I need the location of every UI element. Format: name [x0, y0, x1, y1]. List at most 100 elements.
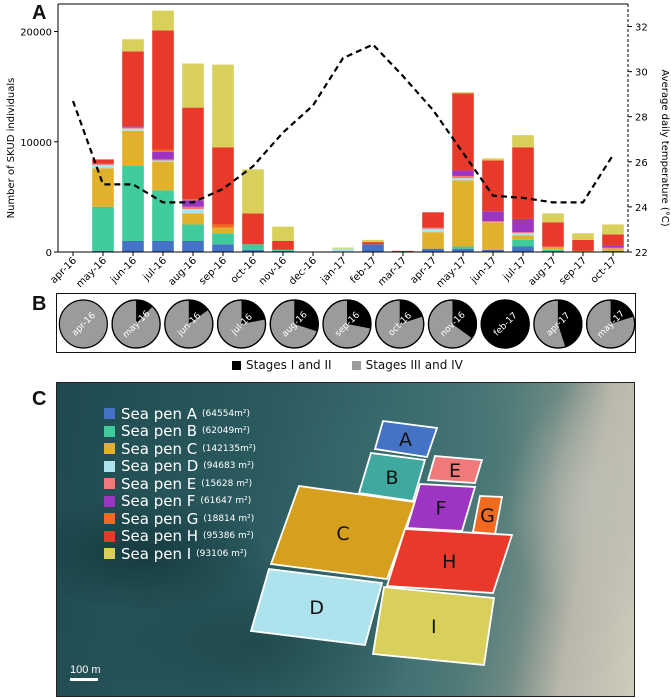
- bar-segment: [602, 247, 624, 249]
- pie-outline: [375, 299, 425, 349]
- bar-segment: [122, 130, 144, 167]
- pie-outline: [164, 299, 214, 349]
- sea-pen-label: E: [449, 460, 461, 482]
- legend-name: Sea pen I: [121, 544, 192, 563]
- sea-pen-shape: [269, 485, 417, 580]
- sea-pen-legend-item: Sea pen C (142135m²): [104, 440, 256, 458]
- bar-segment: [92, 159, 114, 164]
- sea-pen-legend-item: Sea pen H (95386 m²): [104, 527, 256, 546]
- bar-segment: [512, 218, 534, 233]
- bar-segment: [572, 233, 594, 240]
- bar-segment: [452, 92, 474, 94]
- pie-outline: [533, 299, 583, 349]
- y2-tick-label: 28: [635, 113, 648, 124]
- bar-segment: [212, 227, 234, 234]
- x-tick-label: jun-16: [108, 255, 139, 286]
- bar-segment: [242, 244, 264, 250]
- sea-pen-h: H: [385, 528, 514, 594]
- bar-segment: [512, 235, 534, 240]
- bar-segment: [452, 175, 474, 179]
- legend-name: Sea pen E: [121, 474, 197, 493]
- legend-area: (95386 m²): [203, 531, 254, 542]
- legend-label: Stages III and IV: [365, 358, 463, 372]
- sea-pen-legend: Sea pen A (64554m²) Sea pen B (62049m²) Sea …: [104, 405, 256, 563]
- bar-segment: [212, 233, 234, 245]
- pie-may-16: may-16: [111, 299, 161, 349]
- bar-segment: [422, 248, 444, 252]
- legend-swatch: [104, 530, 115, 542]
- bar-segment: [122, 39, 144, 52]
- bar-segment: [452, 246, 474, 249]
- bar-segment: [422, 228, 444, 233]
- bar-segment: [452, 170, 474, 176]
- pie-oct-16: oct-16: [375, 299, 425, 349]
- bar-segment: [332, 247, 354, 249]
- bar-segment: [242, 249, 264, 252]
- pie-slice-stage-i-ii: [188, 300, 209, 324]
- bar-segment: [542, 249, 564, 251]
- bar-segment: [602, 248, 624, 251]
- panel-label-c: C: [32, 388, 47, 410]
- sea-pen-legend-item: Sea pen D (94683 m²): [104, 457, 256, 475]
- bar-segment: [182, 209, 204, 214]
- x-tick-label: jul-16: [141, 255, 169, 283]
- y2-tick-label: 24: [635, 203, 648, 214]
- bar-segment: [422, 232, 444, 249]
- bar-segment: [152, 151, 174, 160]
- pie-feb-17: feb-17: [480, 299, 530, 349]
- y2-tick-label: 22: [635, 248, 648, 259]
- legend-name: Sea pen H: [121, 527, 199, 546]
- legend-area: (15628 m²): [201, 478, 253, 489]
- pie-outline: [216, 299, 267, 349]
- bar-segment: [542, 213, 564, 223]
- sea-pen-label: H: [442, 551, 456, 573]
- bar-segment: [602, 245, 624, 248]
- legend-area: (61647 m²): [200, 496, 252, 507]
- sea-pen-label: C: [336, 523, 349, 545]
- bar-segment: [182, 199, 204, 201]
- bar-segment: [242, 213, 264, 245]
- pie-slice-stage-i-ii: [610, 300, 634, 324]
- x-tick-label: aug-16: [166, 255, 199, 288]
- bar-segment: [152, 160, 174, 162]
- legend-label: Stages I and II: [246, 358, 332, 372]
- legend-swatch: [104, 548, 115, 560]
- x-tick-label: sep-16: [197, 255, 229, 287]
- bar-segment: [92, 163, 114, 165]
- bar-segment: [482, 158, 504, 161]
- bar-segment: [152, 159, 174, 161]
- legend-area: (64554m²): [202, 408, 251, 419]
- bar-segment: [512, 147, 534, 219]
- bar-segment: [272, 250, 294, 252]
- sea-pen-legend-item: Sea pen E (15628 m²): [104, 475, 256, 493]
- legend-swatch: [104, 513, 115, 525]
- sea-pen-label: D: [309, 597, 324, 619]
- bar-segment: [482, 211, 504, 222]
- legend-swatch: [232, 360, 241, 370]
- sea-pen-legend-item: Sea pen G (18814 m²): [104, 510, 256, 528]
- bar-segment: [242, 169, 264, 214]
- bar-segment: [362, 239, 384, 243]
- bar-segment: [92, 168, 114, 207]
- bar-segment: [182, 63, 204, 108]
- pie-legend-item-stage-i-ii: Stages I and II: [232, 358, 332, 372]
- scale-bar: 100 m: [70, 664, 101, 681]
- sea-pen-f: F: [405, 483, 477, 532]
- y2-tick-label: 32: [635, 23, 648, 34]
- sea-pen-label: F: [436, 498, 447, 520]
- bar-segment: [182, 200, 204, 207]
- bar-segment: [482, 249, 504, 252]
- pie-slice-stage-i-ii: [480, 299, 530, 349]
- sea-pen-a: A: [373, 420, 439, 459]
- sea-pen-shape: [405, 483, 477, 532]
- scale-line: [70, 678, 98, 681]
- bar-segment: [182, 240, 204, 252]
- bar-segment: [152, 10, 174, 31]
- bar-segment: [122, 126, 144, 128]
- pie-panel: apr-16 may-16 jun-16 jul-16 aug-16 sep-16 oct-…: [56, 293, 636, 353]
- pie-legend-item-stage-iii-iv: Stages III and IV: [351, 358, 463, 372]
- x-tick-label: feb-17: [348, 255, 379, 286]
- legend-name: Sea pen A: [121, 404, 197, 423]
